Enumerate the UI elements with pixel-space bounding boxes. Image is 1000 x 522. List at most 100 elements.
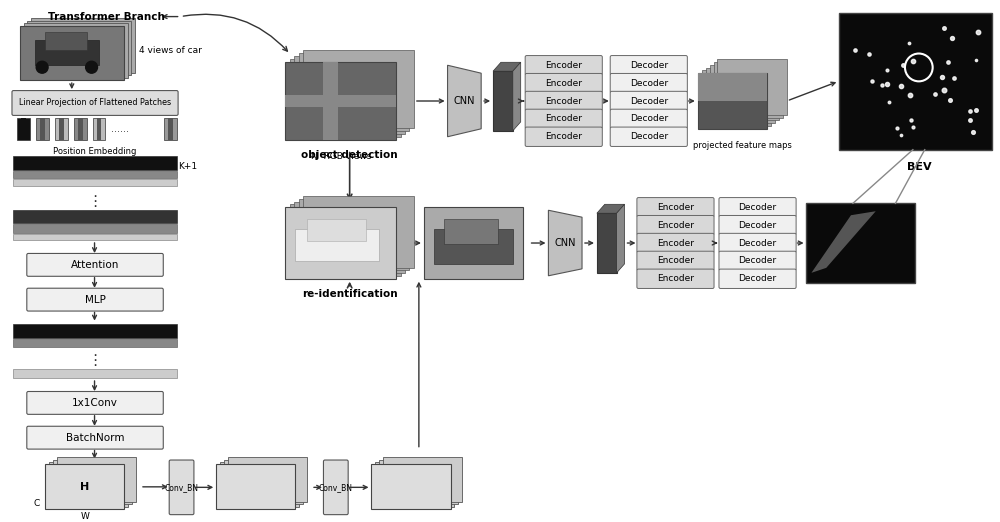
Bar [164, 118, 177, 140]
Bar [13, 171, 177, 179]
Bar [295, 229, 379, 261]
FancyBboxPatch shape [637, 198, 714, 217]
Text: BatchNorm: BatchNorm [66, 433, 124, 443]
Text: Encoder: Encoder [545, 132, 582, 141]
Bar [290, 60, 401, 137]
Bar [323, 62, 338, 140]
Text: Decoder: Decoder [630, 79, 668, 88]
Polygon shape [597, 204, 625, 213]
Text: Attention: Attention [71, 260, 119, 270]
FancyBboxPatch shape [323, 460, 348, 515]
Bar [49, 462, 128, 507]
Bar [20, 26, 124, 80]
Text: Transformer Branch: Transformer Branch [48, 11, 165, 21]
Bar [434, 229, 513, 264]
Bar [597, 213, 617, 273]
FancyBboxPatch shape [719, 216, 796, 235]
Text: Encoder: Encoder [657, 203, 694, 212]
Bar [21, 118, 26, 140]
Bar [698, 73, 767, 129]
Bar [45, 32, 87, 50]
Text: N  RGB views: N RGB views [311, 152, 371, 161]
Text: ⋮: ⋮ [87, 194, 102, 209]
FancyBboxPatch shape [610, 55, 687, 75]
Bar [55, 118, 68, 140]
Bar [224, 459, 303, 504]
Text: Position Embedding: Position Embedding [53, 147, 136, 156]
Bar [13, 156, 177, 170]
FancyBboxPatch shape [610, 127, 687, 147]
Bar [13, 234, 177, 240]
Bar [702, 70, 771, 126]
Bar [371, 465, 451, 509]
FancyBboxPatch shape [719, 233, 796, 253]
Bar [27, 20, 131, 75]
FancyBboxPatch shape [719, 269, 796, 289]
Bar [444, 219, 498, 244]
Bar [383, 457, 462, 502]
FancyBboxPatch shape [610, 91, 687, 111]
Text: Encoder: Encoder [657, 221, 694, 230]
Bar [839, 13, 992, 150]
Text: Encoder: Encoder [657, 239, 694, 247]
Bar [285, 62, 396, 140]
FancyBboxPatch shape [169, 460, 194, 515]
Polygon shape [448, 65, 481, 137]
FancyBboxPatch shape [525, 91, 602, 111]
Bar [24, 23, 128, 78]
Polygon shape [513, 62, 521, 131]
Bar [13, 369, 177, 378]
Polygon shape [548, 210, 582, 276]
Bar [493, 71, 513, 131]
Bar [31, 18, 135, 73]
Text: Decoder: Decoder [738, 256, 777, 265]
Bar [53, 459, 132, 504]
Text: projected feature maps: projected feature maps [693, 141, 792, 150]
FancyBboxPatch shape [610, 74, 687, 93]
Circle shape [36, 61, 48, 73]
Circle shape [86, 61, 98, 73]
Text: BEV: BEV [907, 162, 931, 172]
FancyBboxPatch shape [27, 392, 163, 414]
Text: Encoder: Encoder [545, 79, 582, 88]
Text: Decoder: Decoder [738, 239, 777, 247]
Text: ⋮: ⋮ [87, 353, 102, 367]
Text: Encoder: Encoder [657, 274, 694, 283]
Bar [375, 462, 454, 507]
Bar [168, 118, 173, 140]
Bar [13, 339, 177, 347]
Bar [424, 207, 523, 279]
Bar [13, 210, 177, 223]
Text: object detection: object detection [301, 150, 398, 160]
Polygon shape [493, 62, 521, 71]
Bar [40, 118, 45, 140]
Text: Encoder: Encoder [545, 97, 582, 105]
Polygon shape [617, 204, 625, 273]
Text: H: H [80, 482, 89, 492]
Text: Decoder: Decoder [630, 114, 668, 123]
Bar [97, 118, 101, 140]
Text: Encoder: Encoder [657, 256, 694, 265]
Text: MLP: MLP [85, 294, 105, 305]
Bar [714, 62, 783, 117]
Text: Encoder: Encoder [545, 61, 582, 70]
Bar [13, 325, 177, 338]
FancyBboxPatch shape [12, 91, 178, 115]
FancyBboxPatch shape [719, 198, 796, 217]
Text: Decoder: Decoder [738, 274, 777, 283]
FancyBboxPatch shape [637, 216, 714, 235]
FancyBboxPatch shape [27, 288, 163, 311]
FancyBboxPatch shape [525, 127, 602, 147]
Bar [285, 95, 396, 107]
Text: Linear Projection of Flattened Patches: Linear Projection of Flattened Patches [19, 99, 171, 108]
Bar [294, 201, 405, 273]
Text: Conv_BN: Conv_BN [165, 483, 199, 492]
Bar [299, 199, 409, 270]
Bar [294, 56, 405, 134]
Bar [220, 462, 299, 507]
Text: Decoder: Decoder [630, 97, 668, 105]
Bar [806, 203, 915, 283]
FancyBboxPatch shape [637, 233, 714, 253]
Polygon shape [811, 211, 876, 273]
Bar [93, 118, 105, 140]
